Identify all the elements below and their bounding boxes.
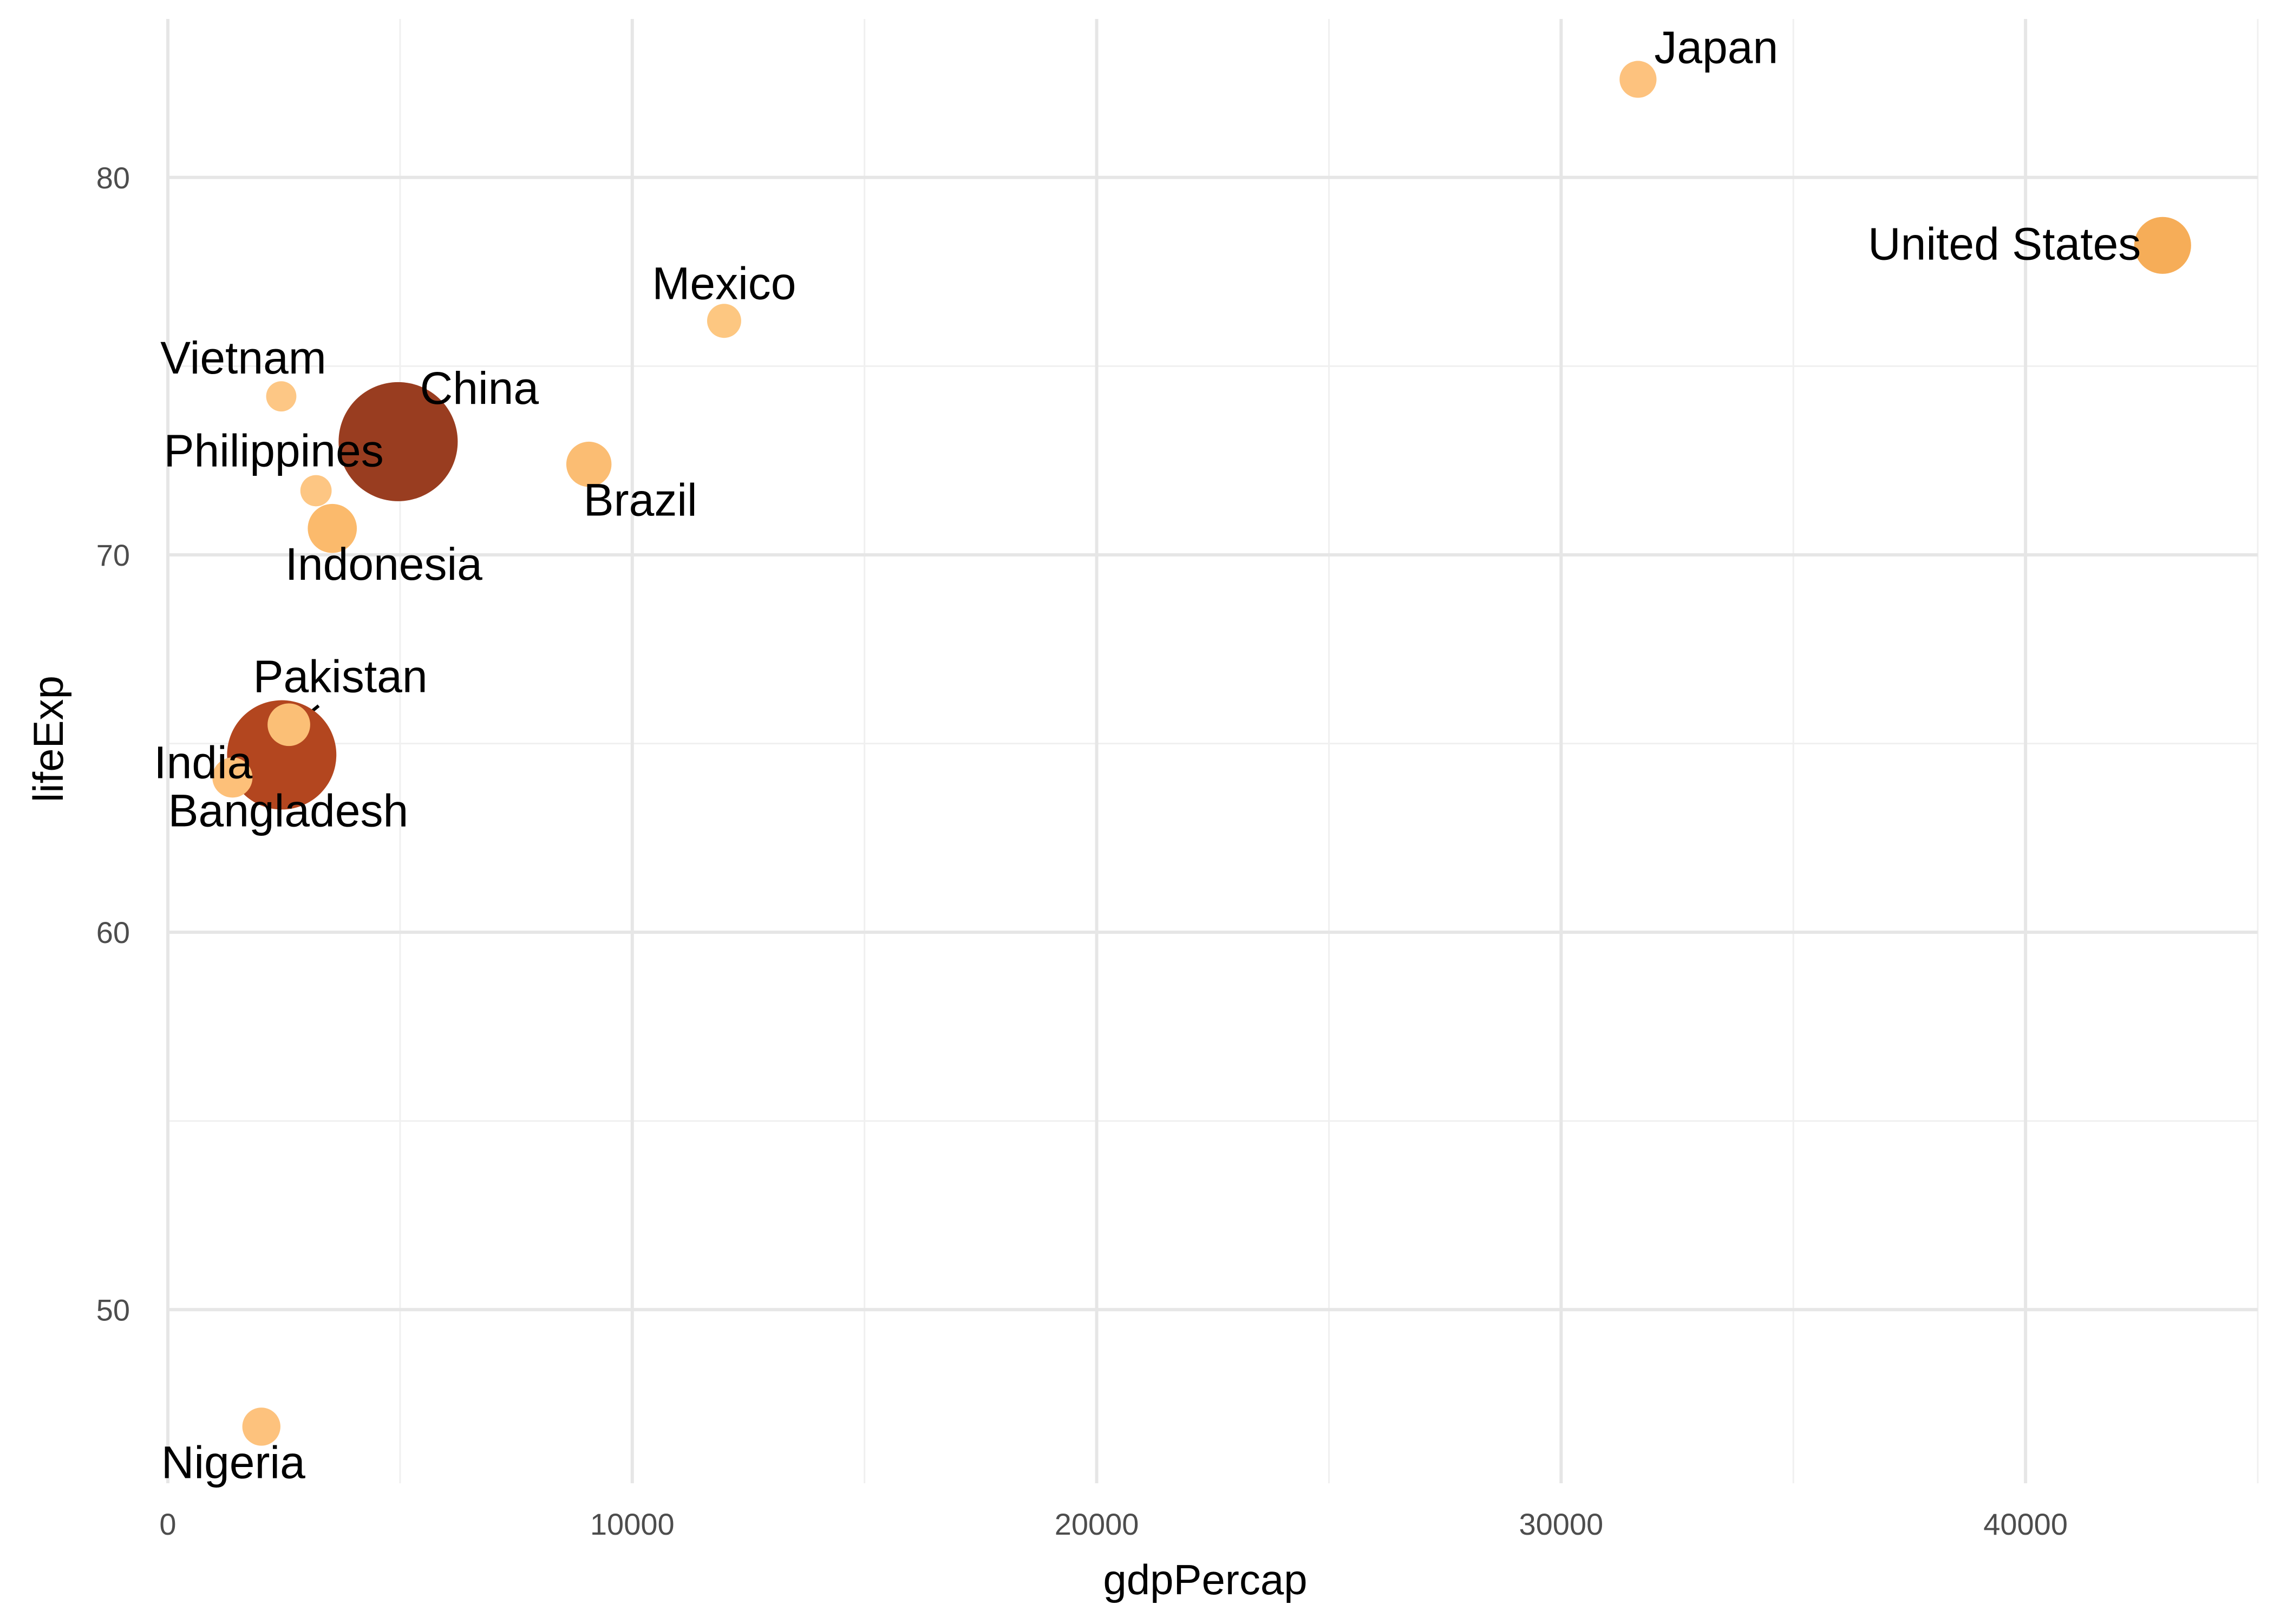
point-label-mexico: Mexico <box>652 258 796 309</box>
point-label-japan: Japan <box>1654 22 1778 73</box>
bubble-layer <box>212 61 2191 1446</box>
point-label-united-states: United States <box>1868 218 2141 269</box>
point-label-pakistan: Pakistan <box>253 651 427 702</box>
point-label-nigeria: Nigeria <box>161 1437 305 1488</box>
y-tick-label: 50 <box>96 1293 130 1327</box>
bubble-vietnam <box>266 381 297 412</box>
point-label-brazil: Brazil <box>584 475 697 526</box>
grid-layer <box>166 19 2259 1483</box>
point-label-layer: Japan United States Mexico Vietnam China Phil… <box>154 22 2141 1488</box>
tick-label-layer: 0 10000 20000 30000 40000 50 60 70 80 <box>96 161 2068 1541</box>
x-axis-title: gdpPercap <box>1103 1556 1307 1603</box>
x-tick-label: 10000 <box>590 1507 675 1541</box>
y-tick-label: 80 <box>96 161 130 195</box>
x-tick-label: 40000 <box>1983 1507 2068 1541</box>
point-label-indonesia: Indonesia <box>285 539 483 590</box>
point-label-china: China <box>420 363 539 414</box>
bubble-indonesia <box>308 503 357 553</box>
bubble-united-states <box>2134 217 2191 274</box>
y-tick-label: 60 <box>96 915 130 949</box>
x-tick-label: 30000 <box>1519 1507 1603 1541</box>
bubble-mexico <box>707 304 741 338</box>
bubble-pakistan <box>267 703 310 746</box>
bubble-china <box>338 382 458 501</box>
bubble-nigeria <box>242 1407 280 1446</box>
bubble-bangladesh <box>212 757 253 798</box>
x-tick-label: 0 <box>159 1507 176 1541</box>
bubble-philippines <box>300 475 332 507</box>
x-tick-label: 20000 <box>1055 1507 1139 1541</box>
point-label-bangladesh: Bangladesh <box>168 785 408 836</box>
point-label-vietnam: Vietnam <box>160 332 326 383</box>
bubble-brazil <box>566 441 612 487</box>
y-tick-label: 70 <box>96 538 130 572</box>
y-axis-title: lifeExp <box>24 676 72 802</box>
bubble-japan <box>1619 61 1657 98</box>
point-label-philippines: Philippines <box>164 425 383 476</box>
point-label-india: India <box>154 737 252 788</box>
